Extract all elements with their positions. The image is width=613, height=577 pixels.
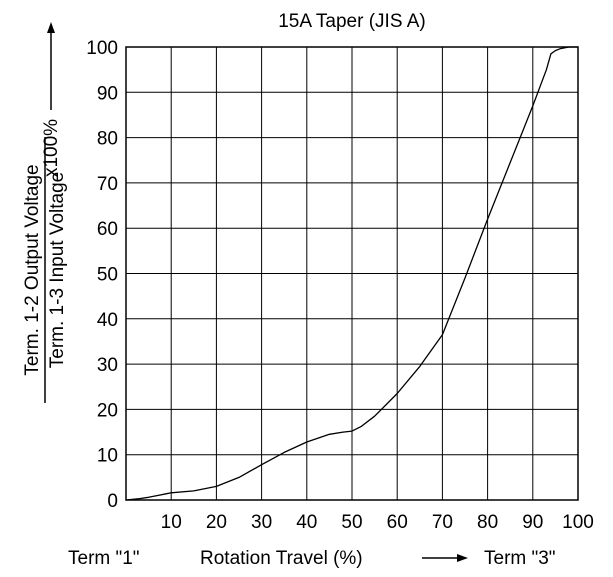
- y-label-denominator: Term. 1-3 Input Voltage: [47, 172, 68, 368]
- x-axis-label: Term "1" Rotation Travel (%) Term "3": [68, 548, 556, 569]
- y-tick-label: 0: [107, 491, 118, 512]
- x-tick-label: 20: [206, 512, 227, 533]
- x-tick-label: 40: [296, 512, 317, 533]
- y-label-arrow-head-icon: [47, 22, 55, 33]
- x-tick-label: 90: [522, 512, 543, 533]
- taper-curve: [125, 46, 578, 501]
- y-tick-label: 60: [97, 219, 118, 240]
- y-label-multiplier: x100%: [41, 119, 62, 177]
- x-tick-label: 70: [432, 512, 453, 533]
- x-tick-labels: 10 20 30 40 50 60 70 80 90 100: [161, 512, 594, 533]
- series-group: [125, 46, 578, 501]
- y-tick-label: 100: [86, 38, 118, 59]
- y-label-numerator: Term. 1-2 Output Voltage: [22, 164, 43, 375]
- x-tick-label: 50: [341, 512, 362, 533]
- x-tick-label: 60: [387, 512, 408, 533]
- x-tick-label: 10: [161, 512, 182, 533]
- y-axis-label: Term. 1-2 Output Voltage Term. 1-3 Input…: [22, 137, 68, 403]
- x-label-arrow-head-icon: [457, 554, 468, 562]
- y-tick-labels: 0 10 20 30 40 50 60 70 80 90 100: [86, 38, 118, 512]
- y-tick-label: 50: [97, 265, 118, 286]
- x-label-caption: Rotation Travel (%): [200, 548, 363, 569]
- y-tick-label: 20: [97, 400, 118, 421]
- y-tick-label: 90: [97, 83, 118, 104]
- y-tick-label: 40: [97, 310, 118, 331]
- x-tick-label: 30: [251, 512, 272, 533]
- y-tick-label: 10: [97, 446, 118, 467]
- y-tick-label: 70: [97, 174, 118, 195]
- chart-title: 15A Taper (JIS A): [278, 11, 426, 32]
- x-label-right-term: Term "3": [484, 548, 556, 569]
- y-tick-label: 80: [97, 129, 118, 150]
- x-label-left-term: Term "1": [68, 548, 140, 569]
- y-tick-label: 30: [97, 355, 118, 376]
- x-tick-label: 80: [477, 512, 498, 533]
- y-axis-multiplier: x100%: [41, 22, 62, 177]
- x-tick-label: 100: [562, 512, 594, 533]
- grid-lines: [126, 46, 579, 501]
